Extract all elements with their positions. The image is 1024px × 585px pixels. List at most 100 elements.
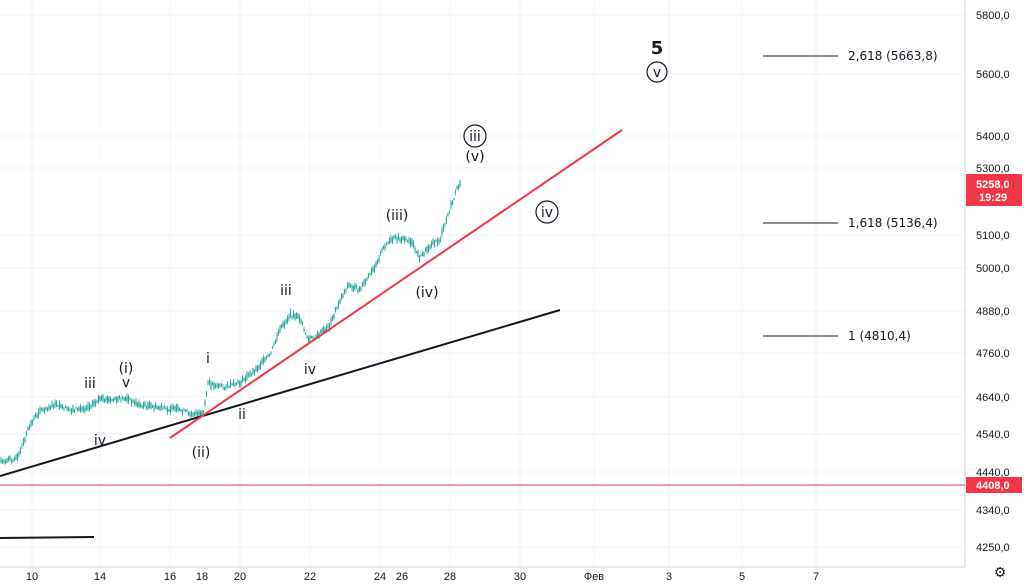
candle-body <box>232 379 235 386</box>
price-axis[interactable]: 5800,0 5600,0 5400,0 5300,0 5100,0 5000,… <box>976 10 1010 554</box>
candle-body <box>108 396 110 402</box>
candle-body <box>324 328 326 333</box>
candle-body <box>310 336 313 338</box>
candle-body <box>396 237 398 243</box>
candle-body <box>6 458 8 463</box>
candle-body <box>141 405 143 408</box>
candle-body <box>18 451 20 456</box>
candle-body <box>315 335 317 339</box>
candle-body <box>322 326 325 332</box>
candle-body <box>174 406 176 411</box>
candle-body <box>283 322 286 328</box>
time-axis[interactable]: 10 14 16 18 20 22 24 26 28 30 Фев 3 5 7 <box>26 571 819 583</box>
candle-body <box>168 409 170 412</box>
candle-body <box>438 240 440 243</box>
candle-body <box>117 396 119 402</box>
candle-body <box>378 256 380 262</box>
candle-body <box>414 247 416 252</box>
candle-body <box>388 238 391 243</box>
wave-circle-iv <box>535 200 559 224</box>
candle-body <box>15 454 17 460</box>
last-price-countdown: 19:29 <box>979 192 1007 204</box>
candle-body <box>46 407 49 412</box>
candle-body <box>369 273 371 275</box>
candle-body <box>120 399 122 402</box>
candle-body <box>211 382 214 385</box>
candle-body <box>358 286 361 292</box>
candle-body <box>391 238 394 243</box>
candle-body <box>21 445 23 447</box>
wave-label-paren-i: (i) <box>119 361 134 377</box>
candle-body <box>123 397 125 401</box>
candle-body <box>150 402 152 409</box>
x-tick: 22 <box>304 571 316 583</box>
candle-body <box>24 437 26 442</box>
candle-body <box>454 191 457 194</box>
candle-body <box>282 322 284 327</box>
candle-body <box>255 365 257 371</box>
candle-body <box>127 396 130 403</box>
candle-body <box>265 356 268 359</box>
y-tick: 5600,0 <box>976 69 1010 81</box>
candle-body <box>223 387 226 390</box>
candles <box>0 179 461 465</box>
wave-label-iv-mid: iv <box>304 362 316 378</box>
candle-body <box>37 410 40 417</box>
candle-body <box>22 439 25 445</box>
candle-body <box>334 307 337 312</box>
black-trend-line[interactable] <box>0 309 561 477</box>
candle-body <box>366 277 368 281</box>
candle-body <box>3 460 5 463</box>
candle-body <box>145 406 148 409</box>
candle-body <box>241 376 244 382</box>
candle-body <box>201 410 203 415</box>
candle-body <box>450 201 452 208</box>
candle-body <box>261 358 263 364</box>
candle-body <box>195 411 197 415</box>
candle-body <box>235 383 238 385</box>
candle-body <box>207 382 209 384</box>
candle-body <box>132 399 134 403</box>
candle-body <box>240 380 242 387</box>
candle-body <box>90 405 92 409</box>
wave-labels: 5 v iii (v) iv (iii) (iv) iii iv i ii (i… <box>84 38 668 461</box>
candle-body <box>210 382 212 389</box>
candle-body <box>336 307 338 309</box>
candle-body <box>121 397 124 399</box>
candle-body <box>390 237 392 242</box>
candle-body <box>379 251 382 255</box>
candle-body <box>178 408 181 411</box>
settings-gear-icon[interactable]: ⚙ <box>993 565 1007 581</box>
candle-body <box>433 240 436 247</box>
candle-body <box>63 408 65 411</box>
bottom-left-segment[interactable] <box>0 536 95 539</box>
candle-body <box>237 380 239 383</box>
candle-body <box>445 217 448 222</box>
candle-body <box>139 404 142 407</box>
x-tick: 5 <box>739 571 745 583</box>
candle-body <box>457 184 460 190</box>
candle-body <box>126 395 128 402</box>
candle-body <box>415 251 418 253</box>
red-trend-line[interactable] <box>169 129 623 439</box>
candle-body <box>264 357 266 362</box>
candle-body <box>39 407 41 413</box>
candle-body <box>81 408 83 410</box>
candle-body <box>13 458 16 460</box>
candle-body <box>49 406 52 410</box>
candle-body <box>69 409 71 411</box>
candle-body <box>411 240 413 246</box>
candle-body <box>0 458 2 462</box>
candle-body <box>48 405 50 409</box>
wave-label-paren-iii: (iii) <box>386 208 409 224</box>
candle-body <box>133 402 136 404</box>
candle-body <box>52 405 55 408</box>
candle-body <box>171 405 173 410</box>
candle-body <box>111 399 113 401</box>
x-tick: 18 <box>196 571 208 583</box>
candle-body <box>343 290 346 293</box>
candle-body <box>426 246 428 253</box>
candle-body <box>57 405 59 407</box>
candle-body <box>319 330 322 333</box>
